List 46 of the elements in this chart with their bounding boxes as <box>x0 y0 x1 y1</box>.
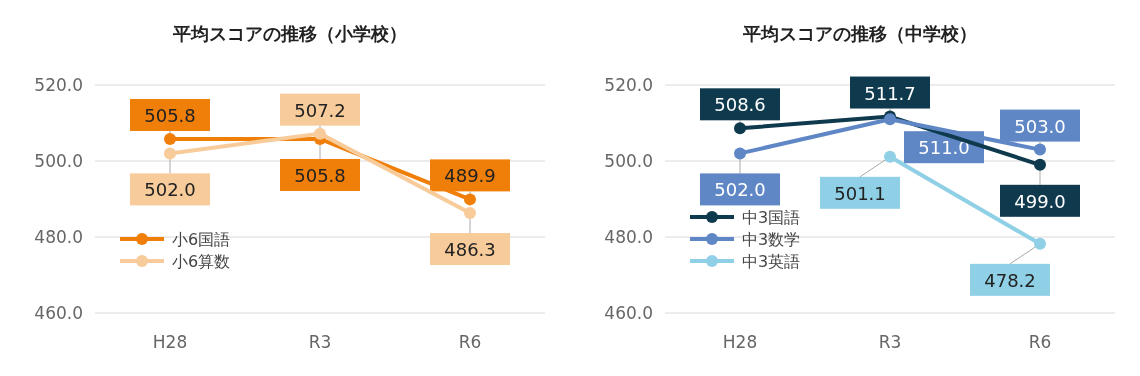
x-tick-label: R6 <box>1028 332 1052 352</box>
x-tick-label: R3 <box>878 332 902 352</box>
data-label: 489.9 <box>444 165 496 187</box>
data-label: 508.6 <box>714 94 766 116</box>
y-tick-label: 460.0 <box>604 303 653 323</box>
legend-label: 小6算数 <box>172 252 231 271</box>
y-tick-label: 500.0 <box>604 151 653 171</box>
data-label: 507.2 <box>294 99 346 121</box>
chart-title: 平均スコアの推移（中学校） <box>742 23 977 44</box>
point <box>734 122 746 135</box>
y-tick-label: 520.0 <box>604 75 653 95</box>
data-label: 502.0 <box>144 179 196 201</box>
x-tick-label: H28 <box>152 332 188 352</box>
data-label: 501.1 <box>834 182 886 204</box>
x-tick-label: R3 <box>308 332 332 352</box>
point <box>734 147 746 160</box>
point <box>164 132 176 145</box>
x-tick-label: H28 <box>722 332 758 352</box>
legend-label: 中3数学 <box>742 230 801 249</box>
point <box>464 207 476 220</box>
data-label: 486.3 <box>444 239 496 261</box>
data-label: 511.0 <box>918 137 970 159</box>
y-tick-label: 460.0 <box>34 303 83 323</box>
data-label: 503.0 <box>1014 115 1066 137</box>
y-tick-label: 500.0 <box>34 151 83 171</box>
point <box>1034 143 1046 156</box>
data-label: 511.7 <box>864 82 916 104</box>
chart-title: 平均スコアの推移（小学校） <box>172 23 407 44</box>
point <box>464 193 476 206</box>
data-label: 499.0 <box>1014 190 1066 212</box>
y-tick-label: 480.0 <box>34 227 83 247</box>
legend-label: 中3英語 <box>742 252 801 271</box>
point <box>164 147 176 160</box>
x-tick-label: R6 <box>458 332 482 352</box>
data-label: 505.8 <box>144 104 196 126</box>
data-label: 478.2 <box>984 269 1036 291</box>
point <box>884 150 896 163</box>
y-tick-label: 520.0 <box>34 75 83 95</box>
point <box>314 127 326 140</box>
point <box>1034 158 1046 171</box>
data-label: 502.0 <box>714 179 766 201</box>
legend-label: 中3国語 <box>742 208 801 227</box>
legend-label: 小6国語 <box>172 230 231 249</box>
point <box>1034 237 1046 250</box>
y-tick-label: 480.0 <box>604 227 653 247</box>
data-label: 505.8 <box>294 164 346 186</box>
